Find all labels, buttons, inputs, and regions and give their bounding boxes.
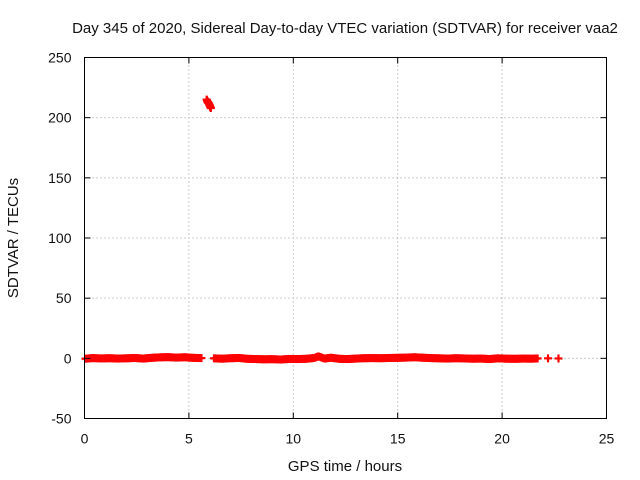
- data-point: [197, 354, 206, 363]
- data-point: [206, 104, 215, 113]
- x-axis-label: GPS time / hours: [288, 458, 402, 475]
- y-tick-label: 50: [56, 290, 72, 306]
- x-tick-label: 25: [599, 431, 615, 447]
- x-tick-label: 15: [390, 431, 406, 447]
- y-tick-label: 0: [64, 350, 72, 366]
- x-tick-label: 10: [286, 431, 302, 447]
- y-tick-label: -50: [51, 411, 71, 427]
- y-axis-label: SDTVAR / TECUs: [5, 178, 22, 298]
- y-tick-label: 200: [48, 110, 72, 126]
- axis-ticks: 0 5 10 15 20 25 -50 0 50 100 150 200 250: [48, 50, 614, 447]
- x-tick-label: 0: [81, 431, 89, 447]
- data-point: [544, 354, 553, 363]
- x-tick-label: 5: [185, 431, 193, 447]
- chart-title: Day 345 of 2020, Sidereal Day-to-day VTE…: [72, 20, 618, 37]
- x-tick-label: 20: [494, 431, 510, 447]
- data-point: [533, 354, 542, 363]
- y-tick-label: 250: [48, 50, 72, 66]
- y-tick-label: 100: [48, 230, 72, 246]
- y-tick-label: 150: [48, 170, 72, 186]
- data-point: [554, 354, 563, 363]
- data-points: [81, 95, 563, 364]
